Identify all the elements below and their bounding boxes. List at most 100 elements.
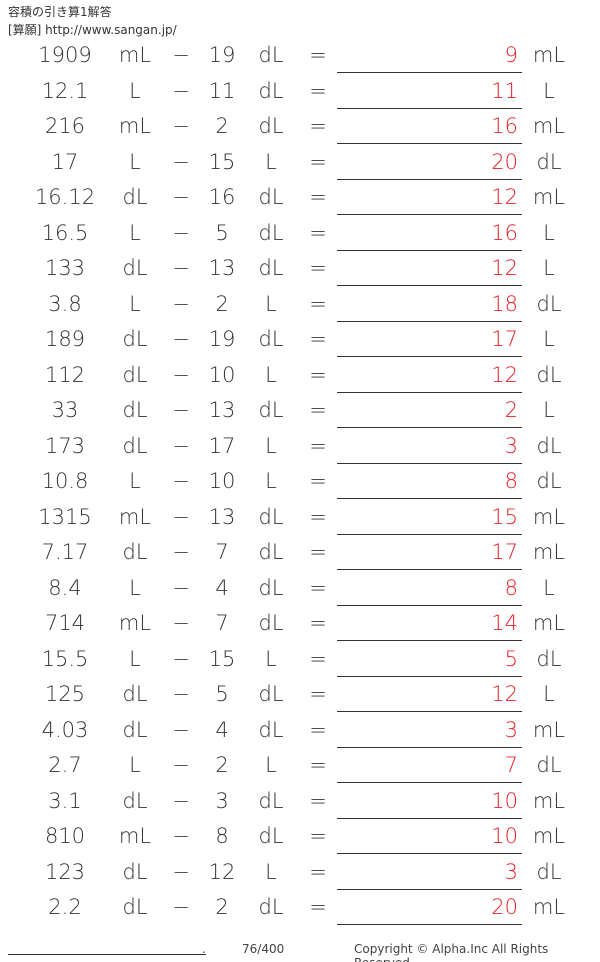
second-unit: L (265, 469, 277, 493)
equals-sign: = (309, 575, 327, 600)
problem-row: 1909 mL −19 dL = mL 9 (0, 42, 600, 77)
answer-unit: mL (532, 824, 566, 848)
site-link[interactable]: [算願] http://www.sangan.jp/ (8, 23, 177, 37)
first-unit: dL (122, 859, 148, 884)
answer-value: 10 (491, 788, 518, 813)
second-unit: dL (258, 398, 284, 422)
first-value: 216 (44, 114, 86, 138)
equals-sign: = (309, 824, 327, 848)
first-value: 125 (44, 682, 86, 706)
answer-unit: mL (532, 717, 566, 742)
answer-line (337, 356, 522, 357)
minus-sign: − (172, 327, 190, 351)
minus-sign: − (172, 220, 190, 245)
answer-value: 17 (491, 327, 518, 351)
answer-value: 2 (504, 398, 518, 422)
problem-row: 216 mL −2 dL = mL 16 (0, 113, 600, 148)
answer-unit: mL (532, 114, 566, 138)
answer-unit: dL (536, 433, 562, 458)
first-unit: dL (122, 682, 148, 706)
problem-row: 714 mL −7 dL = mL 14 (0, 610, 600, 645)
answer-value: 12 (491, 362, 518, 387)
answer-value: 11 (491, 78, 518, 103)
answer-value: 9 (504, 43, 518, 67)
first-value: 15.5 (41, 646, 89, 671)
equals-sign: = (309, 682, 327, 706)
second-value: 10 (208, 469, 236, 493)
second-value: 19 (208, 43, 236, 67)
minus-sign: − (172, 433, 190, 458)
first-unit: mL (118, 504, 152, 529)
answer-line (337, 391, 522, 393)
first-unit: dL (122, 256, 148, 280)
answer-line (337, 533, 522, 535)
answer-unit: L (543, 256, 555, 280)
answer-unit: L (543, 682, 555, 706)
answer-line (337, 782, 522, 783)
answer-unit: dL (536, 149, 562, 174)
first-value: 2.7 (48, 753, 82, 777)
answer-unit: dL (536, 362, 562, 387)
equals-sign: = (309, 78, 327, 103)
answer-unit: L (543, 398, 555, 422)
answer-value: 16 (491, 114, 518, 138)
first-value: 10.8 (41, 469, 89, 493)
second-unit: dL (258, 78, 284, 103)
second-value: 12 (208, 859, 236, 884)
equals-sign: = (309, 149, 327, 174)
answer-line (337, 711, 522, 712)
second-value: 16 (208, 185, 236, 209)
second-unit: dL (258, 824, 284, 848)
answer-value: 12 (491, 682, 518, 706)
first-unit: L (129, 753, 141, 777)
answer-line (337, 462, 522, 464)
equals-sign: = (309, 398, 327, 422)
equals-sign: = (309, 220, 327, 245)
answer-value: 5 (504, 646, 518, 671)
problem-row: 7.17 dL −7 dL = mL 17 (0, 539, 600, 574)
first-value: 8.4 (48, 575, 82, 600)
minus-sign: − (172, 788, 190, 813)
equals-sign: = (309, 433, 327, 458)
minus-sign: − (172, 398, 190, 422)
second-value: 3 (215, 788, 229, 813)
name-line (8, 954, 206, 955)
second-value: 13 (208, 504, 236, 529)
answer-value: 8 (504, 575, 518, 600)
answer-unit: mL (532, 504, 566, 529)
minus-sign: − (172, 43, 190, 67)
equals-sign: = (309, 469, 327, 493)
minus-sign: − (172, 717, 190, 742)
minus-sign: − (172, 824, 190, 848)
answer-line (337, 320, 522, 322)
second-value: 15 (208, 149, 236, 174)
worksheet-title: 容積の引き算1解答 (8, 5, 112, 19)
problem-row: 12.1 L −11 dL = L 11 (0, 78, 600, 113)
problem-row: 123 dL −12 L = dL 3 (0, 859, 600, 894)
second-value: 2 (215, 291, 229, 316)
problem-row: 15.5 L −15 L = dL 5 (0, 646, 600, 681)
answer-line (337, 604, 522, 606)
second-unit: dL (258, 327, 284, 351)
answer-value: 14 (491, 611, 518, 635)
first-unit: L (129, 220, 141, 245)
first-unit: L (129, 78, 141, 103)
answer-line (337, 214, 522, 215)
minus-sign: − (172, 256, 190, 280)
page-number: 76/400 (242, 942, 285, 956)
answer-unit: L (543, 327, 555, 351)
minus-sign: − (172, 682, 190, 706)
first-value: 17 (51, 149, 79, 174)
answer-unit: dL (536, 859, 562, 884)
first-unit: dL (122, 327, 148, 351)
answer-line (337, 569, 522, 570)
equals-sign: = (309, 114, 327, 138)
problem-row: 8.4 L −4 dL = L 8 (0, 575, 600, 610)
second-value: 2 (215, 753, 229, 777)
problem-row: 33 dL −13 dL = L 2 (0, 397, 600, 432)
answer-value: 12 (491, 185, 518, 209)
second-unit: dL (258, 220, 284, 245)
first-unit: dL (122, 788, 148, 813)
answer-unit: L (543, 575, 555, 600)
